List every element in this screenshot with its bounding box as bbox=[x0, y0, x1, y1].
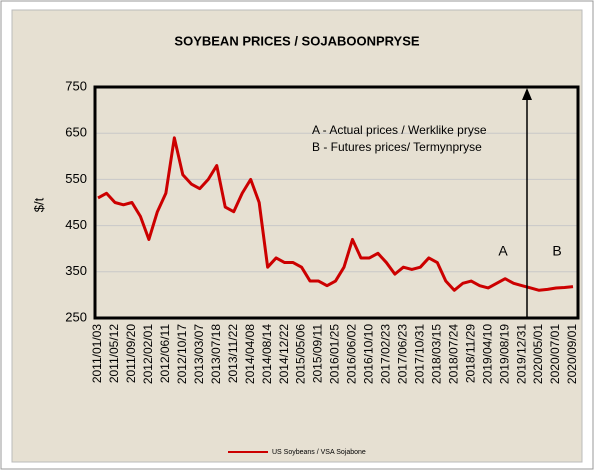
x-tick-label: 2018/11/29 bbox=[463, 324, 477, 383]
x-tick-label: 2020/05/01 bbox=[531, 324, 545, 384]
y-tick-label: 350 bbox=[65, 263, 87, 278]
annotation: A bbox=[498, 243, 508, 259]
y-tick-label: 450 bbox=[65, 217, 87, 232]
x-tick-label: 2017/06/23 bbox=[396, 324, 410, 384]
y-tick-label: 550 bbox=[65, 171, 87, 186]
x-tick-label: 2011/01/03 bbox=[90, 324, 104, 383]
chart-title: SOYBEAN PRICES / SOJABOONPRYSE bbox=[174, 33, 419, 48]
x-tick-label: 2012/02/01 bbox=[141, 324, 155, 384]
x-tick-label: 2014/04/08 bbox=[243, 324, 257, 384]
y-axis-label: $/t bbox=[31, 197, 46, 212]
x-tick-label: 2015/09/11 bbox=[311, 324, 325, 383]
y-tick-label: 250 bbox=[65, 309, 87, 324]
x-tick-label: 2013/03/07 bbox=[192, 324, 206, 384]
x-tick-label: 2013/11/22 bbox=[226, 324, 240, 383]
x-tick-label: 2019/04/10 bbox=[480, 324, 494, 384]
x-tick-label: 2018/03/15 bbox=[429, 324, 443, 384]
legend-label: US Soybeans / VSA Sojabone bbox=[272, 449, 366, 456]
x-tick-label: 2015/05/06 bbox=[294, 324, 308, 384]
x-tick-label: 2020/07/01 bbox=[548, 324, 562, 384]
x-tick-label: 2016/10/10 bbox=[362, 324, 376, 384]
annotation: B bbox=[552, 243, 561, 259]
x-tick-label: 2013/07/18 bbox=[209, 324, 223, 384]
x-tick-label: 2019/12/31 bbox=[514, 324, 528, 384]
y-tick-label: 750 bbox=[65, 78, 87, 93]
annotation: A - Actual prices / Werklike pryse bbox=[312, 123, 487, 137]
arrow-head bbox=[522, 88, 532, 100]
x-tick-label: 2012/06/11 bbox=[158, 324, 172, 383]
x-tick-label: 2011/09/20 bbox=[124, 324, 138, 383]
x-tick-label: 2012/10/17 bbox=[175, 324, 189, 384]
x-tick-label: 2016/06/02 bbox=[345, 324, 359, 384]
x-tick-label: 2016/01/25 bbox=[328, 324, 342, 384]
x-tick-label: 2017/10/31 bbox=[412, 324, 426, 384]
x-tick-label: 2011/05/12 bbox=[107, 324, 121, 383]
annotation: B - Futures prices/ Termynpryse bbox=[312, 140, 482, 154]
background bbox=[11, 9, 583, 463]
x-tick-label: 2017/02/23 bbox=[379, 324, 393, 384]
x-tick-label: 2014/08/14 bbox=[260, 324, 274, 384]
x-tick-label: 2014/12/22 bbox=[277, 324, 291, 384]
x-tick-label: 2018/07/24 bbox=[446, 324, 460, 384]
x-tick-label: 2020/09/01 bbox=[565, 324, 579, 384]
y-tick-label: 650 bbox=[65, 125, 87, 140]
x-tick-label: 2019/08/19 bbox=[497, 324, 511, 384]
plot-border bbox=[93, 85, 580, 320]
data-line bbox=[97, 136, 574, 292]
